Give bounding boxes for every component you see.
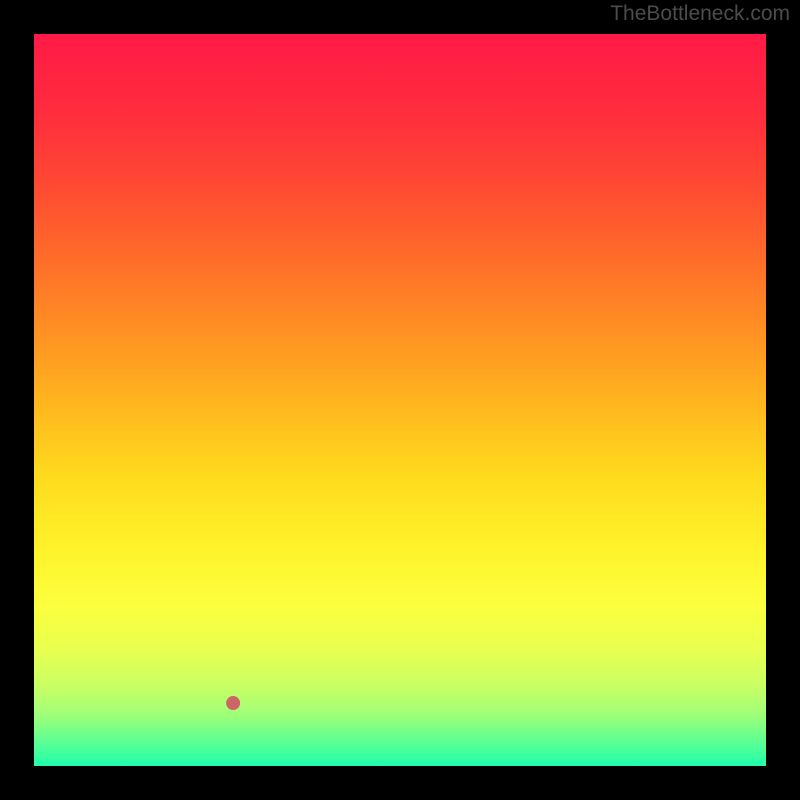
chart-stage: TheBottleneck.com bbox=[0, 0, 800, 800]
watermark-text: TheBottleneck.com bbox=[610, 2, 790, 26]
gradient-background bbox=[34, 34, 766, 766]
highlight-marker-dot bbox=[226, 696, 240, 710]
bottleneck-chart bbox=[0, 0, 800, 800]
